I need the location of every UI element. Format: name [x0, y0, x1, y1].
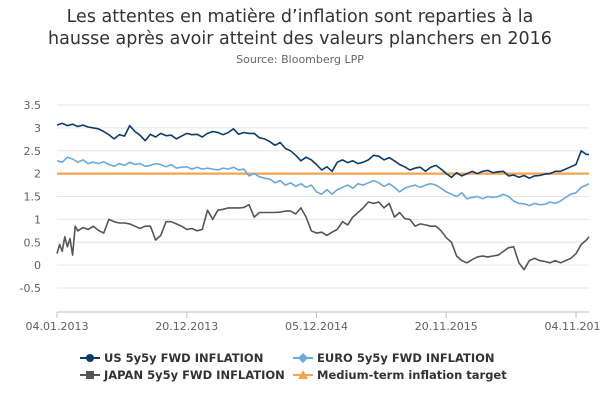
x-tick-label: 20.11.2015 — [415, 320, 478, 333]
legend-item-japan[interactable]: JAPAN 5y5y FWD INFLATION — [80, 368, 293, 382]
legend-label-us: US 5y5y FWD INFLATION — [104, 350, 264, 365]
legend-item-target[interactable]: Medium-term inflation target — [293, 368, 533, 382]
y-tick-label: 2.5 — [24, 145, 42, 158]
chart-subtitle: Source: Bloomberg LPP — [236, 53, 364, 66]
legend-item-us[interactable]: US 5y5y FWD INFLATION — [80, 351, 293, 365]
legend-symbol-target-triangle-icon — [293, 369, 313, 379]
y-axis-labels: 3.5 3 2.5 2 1.5 1 0.5 0 -0.5 — [20, 99, 41, 295]
y-tick-label: 3 — [34, 122, 41, 135]
y-tick-label: 3.5 — [24, 99, 42, 112]
series-line-euro-5y5y-fwd-inflation — [56, 156, 590, 207]
chart-title: Les attentes en matière d’inflation sont… — [0, 6, 600, 50]
legend-row-2: JAPAN 5y5y FWD INFLATION Medium-term inf… — [80, 366, 540, 383]
legend-item-euro[interactable]: EURO 5y5y FWD INFLATION — [293, 351, 533, 365]
series-layer — [56, 122, 590, 271]
legend-symbol-us-circle-icon — [80, 353, 100, 362]
x-axis: 04.01.2013 20.12.2013 05.12.2014 20.11.2015… — [26, 311, 600, 333]
x-tick-label: 04.11.2016 — [545, 320, 600, 333]
grid-lines — [57, 104, 589, 289]
y-tick-label: 1 — [34, 213, 41, 226]
y-tick-label: -0.5 — [20, 282, 41, 295]
legend-label-euro: EURO 5y5y FWD INFLATION — [317, 350, 495, 365]
chart-legend: US 5y5y FWD INFLATION EURO 5y5y FWD INFL… — [80, 349, 540, 383]
legend-label-target: Medium-term inflation target — [317, 367, 507, 382]
y-tick-label: 0.5 — [24, 236, 42, 249]
chart-title-line-2: hausse après avoir atteint des valeurs p… — [48, 29, 552, 49]
series-line-japan-5y5y-fwd-inflation — [56, 201, 590, 271]
y-tick-label: 0 — [34, 259, 41, 272]
x-tick-label: 05.12.2014 — [285, 320, 348, 333]
y-tick-label: 1.5 — [24, 191, 42, 204]
x-tick-label: 20.12.2013 — [155, 320, 218, 333]
legend-symbol-japan-square-icon — [80, 370, 100, 379]
y-tick-label: 2 — [34, 168, 41, 181]
legend-label-japan: JAPAN 5y5y FWD INFLATION — [104, 367, 285, 382]
legend-row-1: US 5y5y FWD INFLATION EURO 5y5y FWD INFL… — [80, 349, 540, 366]
legend-symbol-euro-diamond-icon — [293, 352, 313, 363]
x-tick-label: 04.01.2013 — [26, 320, 89, 333]
chart-title-line-1: Les attentes en matière d’inflation sont… — [66, 7, 534, 27]
series-line-us-5y5y-fwd-inflation — [56, 122, 589, 179]
